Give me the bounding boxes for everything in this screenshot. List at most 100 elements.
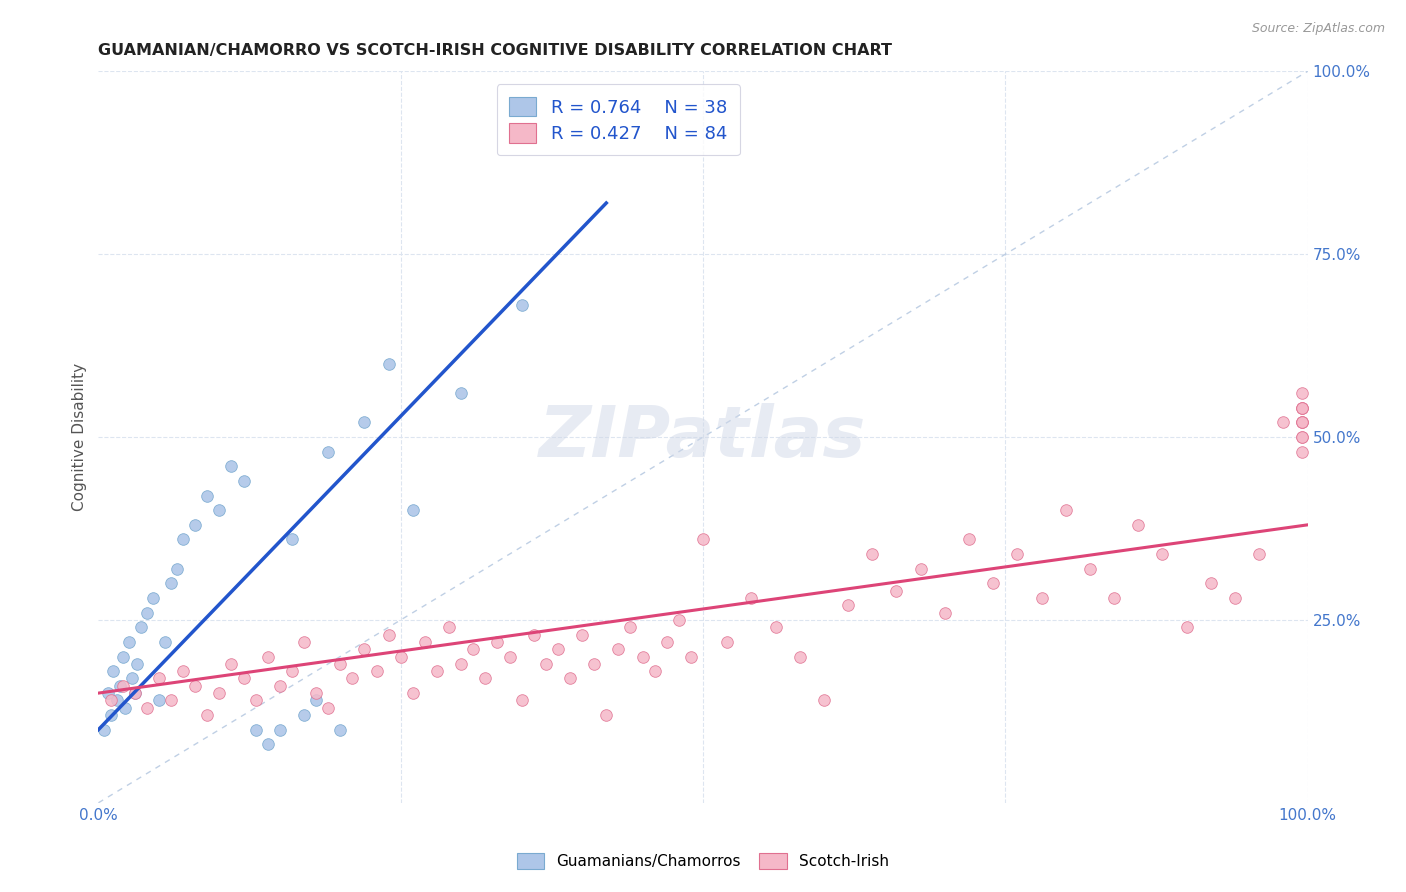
- Point: [450, 657, 472, 671]
- Point: [195, 489, 218, 503]
- Point: [389, 649, 412, 664]
- Point: [377, 357, 399, 371]
- Point: [329, 723, 352, 737]
- Point: [740, 591, 762, 605]
- Point: [172, 533, 194, 547]
- Text: Source: ZipAtlas.com: Source: ZipAtlas.com: [1251, 22, 1385, 36]
- Point: [135, 700, 157, 714]
- Point: [269, 723, 291, 737]
- Point: [1291, 444, 1313, 458]
- Point: [160, 576, 183, 591]
- Point: [281, 664, 304, 678]
- Point: [547, 642, 569, 657]
- Point: [124, 686, 146, 700]
- Point: [208, 686, 231, 700]
- Point: [305, 693, 328, 707]
- Point: [100, 693, 122, 707]
- Point: [437, 620, 460, 634]
- Point: [256, 649, 278, 664]
- Text: GUAMANIAN/CHAMORRO VS SCOTCH-IRISH COGNITIVE DISABILITY CORRELATION CHART: GUAMANIAN/CHAMORRO VS SCOTCH-IRISH COGNI…: [98, 43, 893, 58]
- Point: [631, 649, 654, 664]
- Point: [97, 686, 120, 700]
- Point: [121, 672, 143, 686]
- Point: [716, 635, 738, 649]
- Point: [595, 708, 617, 723]
- Point: [316, 444, 339, 458]
- Point: [114, 700, 136, 714]
- Point: [1054, 503, 1077, 517]
- Point: [571, 627, 593, 641]
- Point: [402, 503, 425, 517]
- Point: [619, 620, 641, 634]
- Point: [142, 591, 165, 605]
- Point: [1272, 416, 1295, 430]
- Point: [316, 700, 339, 714]
- Point: [101, 664, 124, 678]
- Point: [957, 533, 980, 547]
- Point: [583, 657, 606, 671]
- Point: [1175, 620, 1198, 634]
- Point: [1291, 401, 1313, 415]
- Point: [1078, 562, 1101, 576]
- Point: [148, 693, 170, 707]
- Point: [1291, 416, 1313, 430]
- Point: [644, 664, 666, 678]
- Point: [1102, 591, 1125, 605]
- Point: [765, 620, 787, 634]
- Point: [245, 723, 267, 737]
- Point: [245, 693, 267, 707]
- Point: [450, 386, 472, 401]
- Point: [366, 664, 388, 678]
- Point: [463, 642, 485, 657]
- Point: [221, 657, 243, 671]
- Point: [127, 657, 149, 671]
- Point: [111, 649, 134, 664]
- Point: [377, 627, 399, 641]
- Point: [208, 503, 231, 517]
- Point: [413, 635, 436, 649]
- Point: [981, 576, 1004, 591]
- Point: [692, 533, 714, 547]
- Point: [1031, 591, 1053, 605]
- Point: [232, 672, 254, 686]
- Point: [100, 708, 122, 723]
- Point: [837, 599, 859, 613]
- Point: [1291, 416, 1313, 430]
- Point: [172, 664, 194, 678]
- Point: [305, 686, 328, 700]
- Point: [166, 562, 188, 576]
- Point: [160, 693, 183, 707]
- Point: [353, 416, 375, 430]
- Point: [281, 533, 304, 547]
- Point: [607, 642, 630, 657]
- Point: [342, 672, 364, 686]
- Point: [232, 474, 254, 488]
- Point: [1152, 547, 1174, 561]
- Point: [886, 583, 908, 598]
- Point: [184, 517, 207, 532]
- Point: [510, 693, 533, 707]
- Point: [1291, 430, 1313, 444]
- Point: [153, 635, 176, 649]
- Point: [860, 547, 883, 561]
- Point: [1223, 591, 1246, 605]
- Point: [534, 657, 557, 671]
- Point: [269, 679, 291, 693]
- Point: [679, 649, 702, 664]
- Point: [129, 620, 152, 634]
- Text: ZIPatlas: ZIPatlas: [540, 402, 866, 472]
- Point: [256, 737, 278, 751]
- Point: [402, 686, 425, 700]
- Point: [221, 459, 243, 474]
- Legend: R = 0.764    N = 38, R = 0.427    N = 84: R = 0.764 N = 38, R = 0.427 N = 84: [496, 84, 740, 155]
- Point: [1199, 576, 1222, 591]
- Point: [353, 642, 375, 657]
- Point: [1128, 517, 1150, 532]
- Point: [1249, 547, 1271, 561]
- Point: [93, 723, 115, 737]
- Point: [135, 606, 157, 620]
- Point: [1007, 547, 1029, 561]
- Point: [498, 649, 520, 664]
- Point: [789, 649, 811, 664]
- Point: [184, 679, 207, 693]
